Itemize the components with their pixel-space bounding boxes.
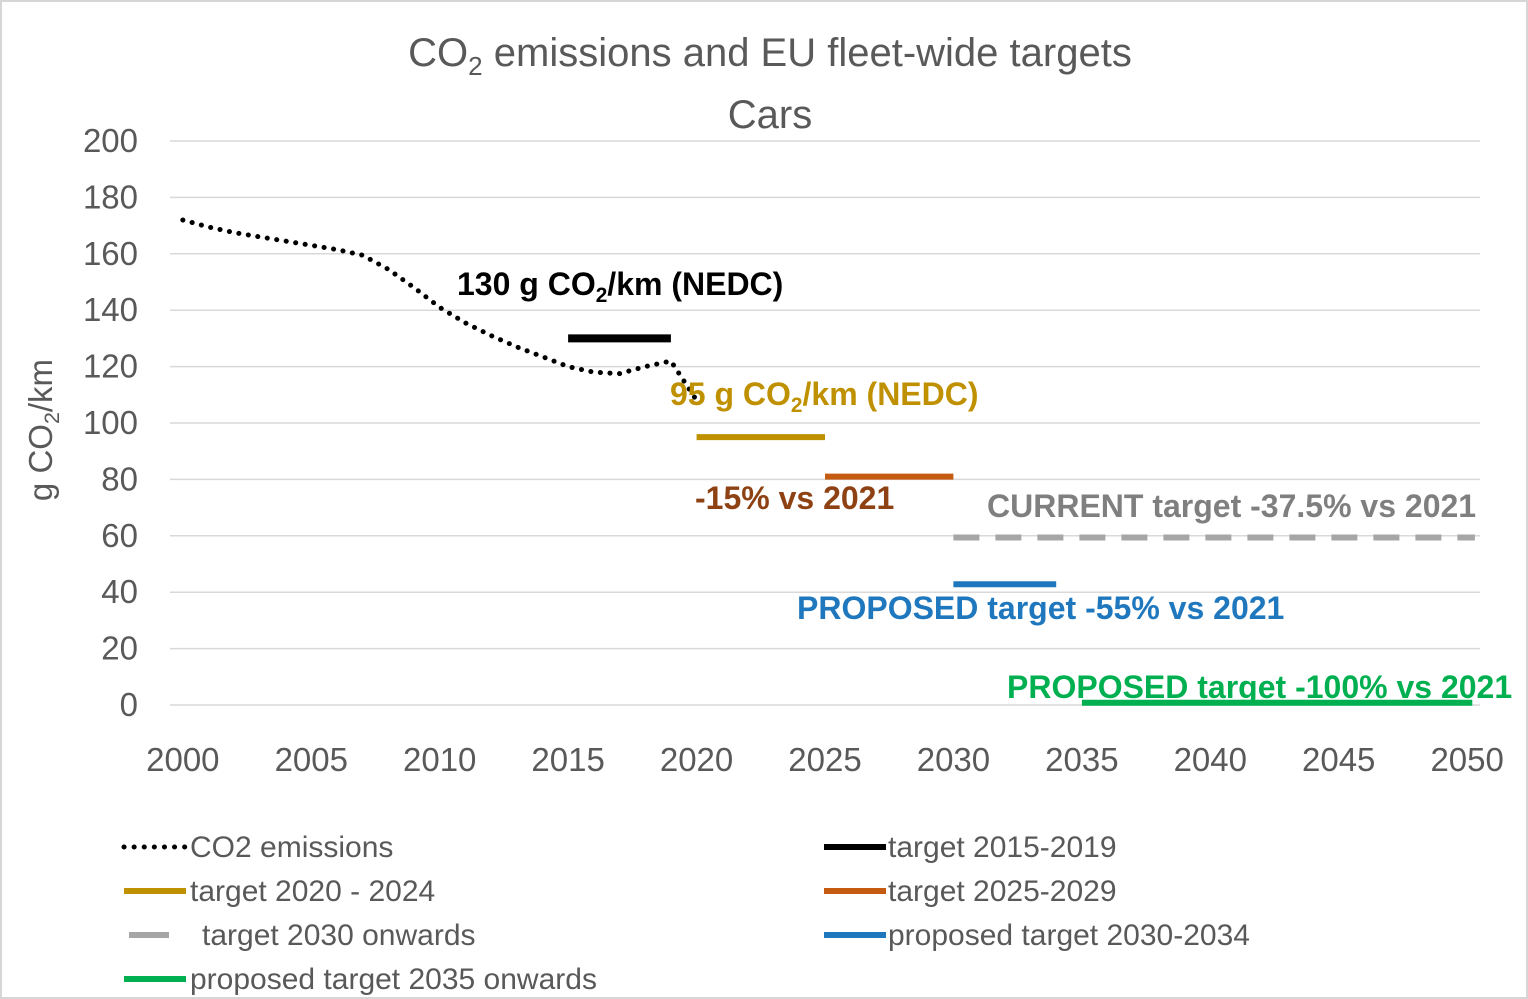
legend-label-target-2025-2029: target 2025-2029: [888, 875, 1117, 908]
y-tick-label-40: 40: [101, 573, 138, 610]
y-tick-label-200: 200: [83, 122, 138, 159]
y-tick-label-0: 0: [120, 686, 138, 723]
x-tick-label-2045: 2045: [1302, 741, 1375, 778]
y-tick-label-80: 80: [101, 460, 138, 497]
x-tick-label-2030: 2030: [917, 741, 990, 778]
x-axis-tick-labels: 2000 2005 2010 2015 2020 2025 2030 2035 2040 2045…: [146, 741, 1504, 778]
proposed-target-2035-label: PROPOSED target -100% vs 2021: [1007, 669, 1512, 705]
series-lines: [180, 217, 1475, 706]
x-tick-label-2025: 2025: [788, 741, 861, 778]
gridlines: [170, 140, 1480, 706]
y-axis-title: g CO2/km: [22, 359, 64, 501]
chart-title: CO2 emissions and EU fleet-wide targets: [408, 31, 1132, 81]
y-tick-label-180: 180: [83, 178, 138, 215]
x-tick-label-2020: 2020: [660, 741, 733, 778]
x-tick-label-2005: 2005: [275, 741, 348, 778]
data-annotations: 130 g CO2/km (NEDC) 95 g CO2/km (NEDC) -15…: [457, 266, 1512, 705]
x-tick-label-2000: 2000: [146, 741, 219, 778]
legend-label-co2-emissions: CO2 emissions: [190, 831, 393, 864]
target-2020-2024-label: 95 g CO2/km (NEDC): [670, 376, 979, 417]
legend-label-proposed-target-2035-onwards: proposed target 2035 onwards: [190, 963, 597, 996]
y-tick-label-100: 100: [83, 404, 138, 441]
legend-label-target-2015-2019: target 2015-2019: [888, 831, 1117, 864]
y-tick-label-160: 160: [83, 235, 138, 272]
series-co2-emissions: [180, 217, 700, 403]
legend-label-proposed-target-2030-2034: proposed target 2030-2034: [888, 919, 1250, 952]
x-tick-label-2010: 2010: [403, 741, 476, 778]
y-tick-label-20: 20: [101, 630, 138, 667]
target-2025-2029-label: -15% vs 2021: [695, 480, 894, 516]
current-target-2030-label: CURRENT target -37.5% vs 2021: [987, 488, 1476, 524]
x-tick-label-2040: 2040: [1174, 741, 1247, 778]
target-2015-2019-label: 130 g CO2/km (NEDC): [457, 266, 783, 307]
y-tick-label-60: 60: [101, 517, 138, 554]
y-tick-label-140: 140: [83, 291, 138, 328]
legend-label-target-2020-2024: target 2020 - 2024: [190, 875, 435, 908]
chart-subtitle: Cars: [728, 93, 812, 137]
x-tick-label-2050: 2050: [1430, 741, 1503, 778]
legend: CO2 emissions target 2020 - 2024 target 20…: [121, 831, 1250, 996]
x-tick-label-2035: 2035: [1045, 741, 1118, 778]
x-tick-label-2015: 2015: [531, 741, 604, 778]
y-tick-label-120: 120: [83, 348, 138, 385]
legend-label-target-2030-onwards: target 2030 onwards: [202, 919, 476, 952]
proposed-target-2030-2034-label: PROPOSED target -55% vs 2021: [797, 590, 1284, 626]
